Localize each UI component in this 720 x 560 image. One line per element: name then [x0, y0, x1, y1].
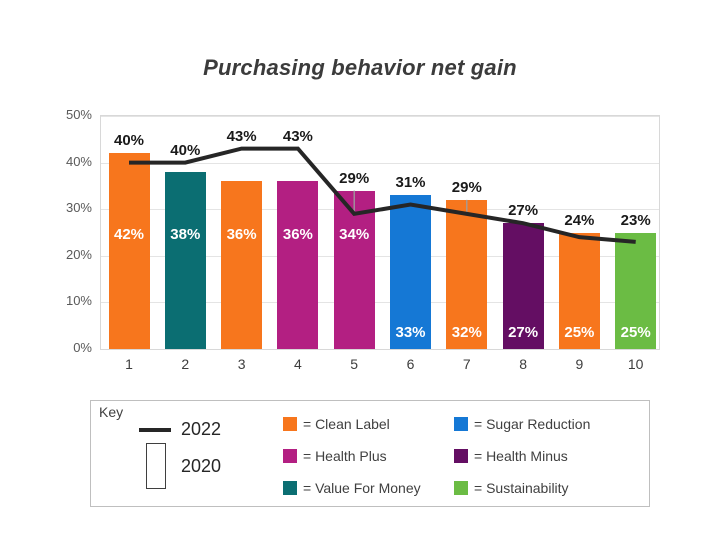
plot-area: 42% 1 38% 2 36% 3 36% 4 34% 5 33% 6 32% 7 27% 8 25% 9 25% 1…	[100, 115, 660, 372]
x-tick-4: 4	[293, 356, 302, 372]
bar-3: 36%	[221, 181, 263, 349]
legend-item-label: = Health Minus	[474, 448, 568, 464]
legend-swatch-icon	[454, 481, 468, 495]
legend-swatch-icon	[454, 449, 468, 463]
trend-line-2022	[129, 146, 636, 244]
y-tick-10: 10%	[65, 293, 92, 309]
bar-value-label-5: 34%	[339, 226, 370, 243]
chart-title: Purchasing behavior net gain	[203, 55, 517, 80]
x-tick-6: 6	[406, 356, 415, 372]
y-tick-30: 30%	[65, 200, 92, 216]
bar-value-label-8: 27%	[508, 324, 539, 341]
legend-bar-entry-label: 2020	[181, 456, 222, 476]
gridline-20	[101, 255, 659, 257]
gridline-50	[101, 116, 659, 117]
x-tick-2: 2	[181, 356, 190, 372]
legend-title: Key	[99, 404, 124, 420]
bar-value-label-1: 42%	[113, 226, 145, 243]
y-tick-50: 50%	[65, 107, 92, 122]
x-tick-9: 9	[575, 356, 584, 372]
legend-item-label: = Sustainability	[474, 480, 569, 496]
line-value-label-10: 23%	[620, 211, 651, 229]
bar-value-label-3: 36%	[226, 226, 257, 243]
bar-2020-swatch-icon	[146, 443, 166, 489]
legend-swatch-icon	[454, 417, 468, 431]
bar-10: 25%	[615, 232, 657, 349]
bar-9: 25%	[558, 232, 600, 349]
x-tick-5: 5	[350, 356, 359, 372]
legend-line-entry-label: 2022	[181, 419, 222, 439]
line-value-label-6: 31%	[395, 174, 426, 192]
line-value-label-1: 40%	[113, 132, 145, 150]
gridline-10	[101, 302, 659, 304]
line-value-label-9: 24%	[564, 211, 595, 229]
y-tick-0: 0%	[73, 340, 92, 355]
line-value-label-2: 40%	[170, 141, 201, 159]
line-value-label-8: 27%	[508, 202, 539, 220]
legend-item-label: = Clean Label	[303, 416, 390, 432]
bar-value-label-2: 38%	[170, 226, 201, 243]
line-value-label-7: 29%	[451, 178, 482, 196]
y-tick-20: 20%	[65, 246, 92, 262]
legend-item-label: = Sugar Reduction	[474, 416, 591, 432]
legend-swatch-icon	[283, 449, 297, 463]
bar-value-label-7: 32%	[451, 324, 482, 341]
legend-swatch-icon	[283, 481, 297, 495]
bar-value-label-10: 25%	[620, 324, 651, 341]
legend-swatch-icon	[283, 417, 297, 431]
bar-6: 33%	[390, 195, 431, 349]
bar-value-label-9: 25%	[564, 324, 595, 341]
gridline-40	[101, 162, 659, 164]
trend-line-layer	[129, 146, 636, 244]
bar-7: 32%	[446, 199, 488, 349]
line-value-label-3: 43%	[226, 127, 257, 145]
bar-8: 27%	[502, 223, 544, 349]
x-tick-3: 3	[237, 356, 246, 372]
x-tick-7: 7	[462, 356, 471, 372]
legend-item-label: = Value For Money	[303, 480, 421, 496]
line-value-label-5: 29%	[339, 169, 370, 187]
bar-value-label-6: 33%	[395, 324, 426, 341]
bar-2: 38%	[164, 171, 206, 349]
line-value-label-4: 43%	[282, 127, 313, 145]
x-tick-1: 1	[125, 356, 133, 372]
bar-1: 42%	[108, 153, 150, 349]
bar-value-label-4: 36%	[282, 226, 313, 243]
line-2022-swatch-icon	[139, 428, 171, 432]
bar-4: 36%	[277, 181, 319, 349]
x-tick-8: 8	[519, 356, 527, 372]
y-tick-40: 40%	[65, 153, 92, 169]
x-tick-10: 10	[627, 356, 644, 372]
legend: Key 2022 2020 = Clean Label = Health Plus…	[90, 400, 650, 507]
legend-item-label: = Health Plus	[303, 448, 387, 464]
bar-5: 34%	[333, 190, 375, 349]
